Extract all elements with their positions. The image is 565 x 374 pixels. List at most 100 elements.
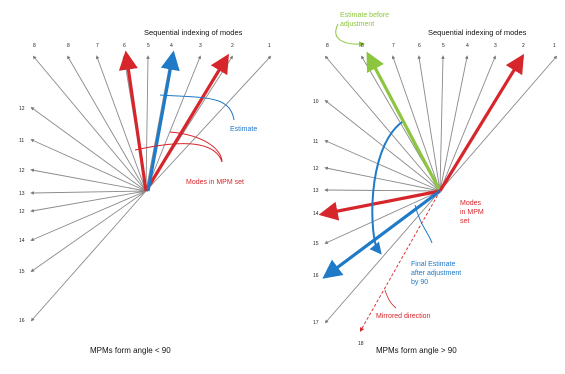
right-top-label: 7 (392, 43, 395, 49)
right-top-label: 1 (553, 43, 556, 49)
right-top-label: 6 (418, 43, 421, 49)
left-ray-side-4 (30, 190, 147, 195)
right-estimate-before-line1: Estimate before (340, 12, 389, 19)
left-ray-side-3 (30, 168, 147, 192)
left-ray-top-1 (145, 55, 272, 192)
left-mpm-mode-arrow-1 (118, 50, 148, 192)
left-side-label: 15 (19, 269, 25, 275)
left-panel: Sequential indexing of modes 8 8 7 (19, 28, 272, 355)
left-top-label: 5 (147, 43, 150, 49)
right-title: Sequential indexing of modes (428, 28, 527, 37)
left-side-label: 12 (19, 168, 25, 174)
left-ray-side-7 (30, 190, 147, 273)
right-side-label: 11 (313, 139, 318, 145)
right-top-label: 2 (522, 43, 525, 49)
right-final-estimate-line2: after adjustment (411, 270, 461, 277)
left-ray-top-7 (95, 55, 147, 192)
left-ray-top-5 (145, 55, 150, 192)
right-side-label: 12 (313, 166, 319, 172)
right-mirrored-label: Mirrored direction (376, 313, 431, 320)
right-mpm-mode-arrow-2 (318, 189, 441, 221)
right-estimate-before-callout (335, 23, 365, 48)
right-side-label: 17 (313, 320, 319, 326)
right-ray-side-6 (324, 190, 441, 244)
left-side-label: 14 (19, 238, 25, 244)
right-side-label: 15 (313, 241, 319, 247)
right-side-label: 14 (313, 211, 319, 217)
left-title: Sequential indexing of modes (144, 28, 243, 37)
right-ray-side-4 (324, 188, 441, 192)
right-top-label: 8 (361, 43, 364, 49)
left-ray-side-8 (30, 190, 147, 322)
left-top-label: 7 (96, 43, 99, 49)
right-panel: Sequential indexing of modes Estimate be… (313, 12, 558, 355)
right-top-label: 5 (442, 43, 445, 49)
left-ray-side-2 (30, 139, 147, 192)
right-final-estimate-arrow (322, 189, 441, 279)
left-side-labels: 12 11 12 13 12 14 15 16 (19, 106, 25, 324)
left-ray-side-5 (30, 190, 147, 213)
right-top-label: 4 (466, 43, 469, 49)
right-ray-top-9 (324, 55, 441, 192)
left-top-label: 8 (67, 43, 70, 49)
right-modes-label-line1: Modes (460, 200, 482, 207)
left-estimate-callout (159, 94, 235, 121)
right-modes-label-line3: set (460, 218, 469, 225)
left-top-label: 1 (268, 43, 271, 49)
left-side-label: 12 (19, 209, 25, 215)
left-rays (30, 55, 272, 322)
left-modes-label: Modes in MPM set (186, 179, 244, 186)
right-bottom-label: 18 (358, 341, 364, 347)
right-estimate-before-line2: adjustment (340, 21, 374, 28)
left-top-label: 6 (123, 43, 126, 49)
left-modes-callout-a (134, 143, 223, 163)
left-ray-top-8 (67, 55, 147, 192)
right-ray-top-3 (439, 55, 496, 192)
right-side-label: 10 (313, 99, 319, 105)
right-mirrored-direction-arrow (359, 190, 441, 332)
right-mirrored-callout (384, 289, 397, 309)
right-final-estimate-line3: by 90 (411, 279, 428, 286)
right-side-label: 16 (313, 273, 319, 279)
left-ray-side-1 (30, 106, 147, 192)
left-ray-side-6 (30, 190, 147, 241)
left-modes-callout-b (169, 131, 223, 163)
left-top-label: 4 (170, 43, 173, 49)
left-estimate-arrow (146, 50, 180, 192)
right-top-labels: 8 8 7 6 5 4 3 2 1 (326, 43, 556, 49)
left-top-label: 2 (231, 43, 234, 49)
right-adjustment-arc (369, 121, 403, 255)
left-side-label: 11 (19, 138, 24, 144)
left-mpm-mode-arrow-2 (144, 53, 229, 192)
right-ray-top-6 (417, 55, 441, 192)
left-side-label: 12 (19, 106, 25, 112)
right-ray-top-1 (439, 55, 558, 192)
right-ray-side-8 (324, 190, 441, 324)
left-side-label: 16 (19, 318, 25, 324)
right-final-estimate-callout (414, 204, 433, 244)
right-ray-top-7 (391, 55, 441, 192)
left-top-label: 3 (199, 43, 202, 49)
left-ray-top-3 (145, 55, 201, 192)
left-top-label: 8 (33, 43, 36, 49)
right-mpm-mode-arrow-1 (438, 53, 525, 192)
right-modes-label-line2: in MPM (460, 209, 484, 216)
right-estimate-before-arrow (366, 51, 442, 192)
left-estimate-label: Estimate (230, 126, 257, 133)
left-ray-top-9 (32, 55, 147, 192)
left-top-labels: 8 8 7 6 5 4 3 2 1 (33, 43, 271, 49)
left-side-label: 13 (19, 191, 25, 197)
right-side-labels: 10 11 12 13 14 15 16 17 18 (313, 99, 364, 347)
right-top-label: 8 (326, 43, 329, 49)
right-side-label: 13 (313, 188, 319, 194)
left-caption: MPMs form angle < 90 (90, 346, 171, 355)
right-ray-side-3 (324, 166, 441, 192)
right-ray-side-2 (324, 140, 441, 192)
right-top-label: 3 (494, 43, 497, 49)
right-caption: MPMs form angle > 90 (376, 346, 457, 355)
right-ray-top-5 (439, 55, 445, 192)
right-ray-top-4 (439, 55, 469, 192)
right-final-estimate-line1: Final Estimate (411, 261, 455, 268)
right-ray-side-1 (324, 99, 441, 192)
